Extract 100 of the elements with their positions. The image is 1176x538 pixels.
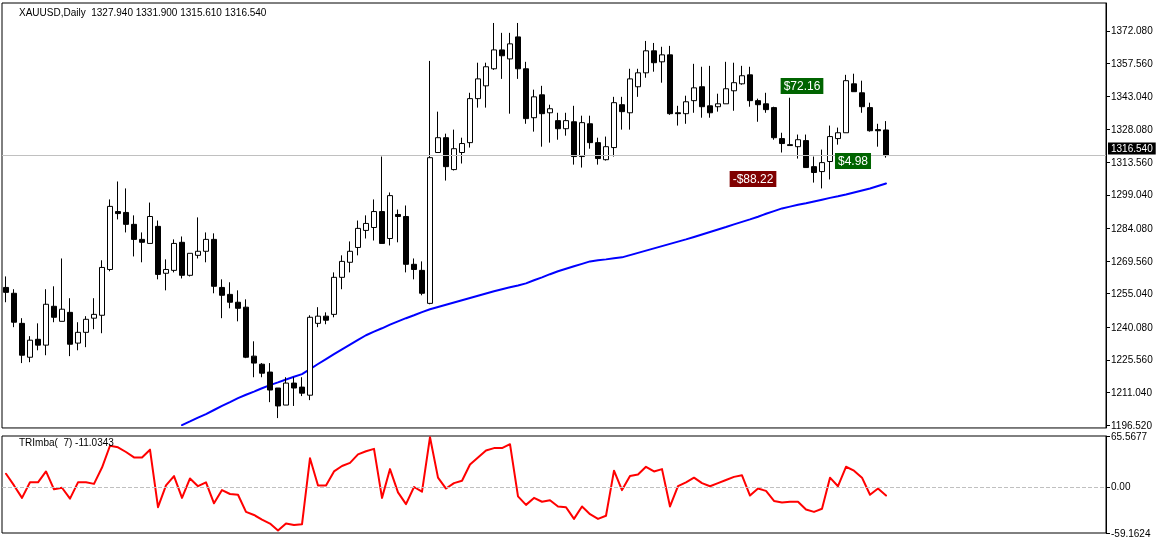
candlestick: [635, 68, 641, 98]
candlestick: [491, 22, 497, 71]
annotation: $4.98: [837, 154, 869, 168]
candlestick: [403, 204, 409, 273]
candlestick: [595, 137, 601, 166]
candlestick: [763, 92, 769, 114]
candlestick: [51, 285, 57, 323]
candlestick: [579, 115, 585, 169]
candlestick: [291, 376, 297, 407]
candlestick: [755, 98, 761, 123]
candlestick: [243, 298, 249, 359]
candlestick: [107, 198, 113, 272]
candlestick: [667, 45, 673, 116]
candlestick: [99, 259, 105, 334]
candlestick: [787, 97, 793, 147]
candlestick: [699, 66, 705, 119]
candlestick: [283, 376, 289, 406]
candlestick: [883, 120, 889, 159]
candlestick: [795, 134, 801, 160]
candlestick: [43, 288, 49, 356]
candlestick: [771, 106, 777, 141]
candlestick: [779, 132, 785, 154]
y-tick-label: 1225.560: [1111, 354, 1154, 366]
candlestick: [347, 240, 353, 273]
candlestick: [819, 149, 825, 189]
chart-title: TRImba( 7) -11.0343: [19, 436, 115, 448]
candlestick: [475, 62, 481, 109]
y-tick-label: 65.5677: [1111, 430, 1148, 442]
candlestick: [179, 235, 185, 279]
candlestick: [123, 187, 129, 233]
candlestick: [851, 73, 857, 93]
candlestick: [531, 89, 537, 133]
candlestick: [363, 214, 369, 239]
candlestick: [435, 111, 441, 154]
candlestick: [379, 156, 385, 244]
candlestick: [35, 322, 41, 351]
candlestick: [875, 123, 881, 148]
candlestick: [187, 252, 193, 277]
candlestick: [275, 387, 281, 419]
candlestick: [555, 112, 561, 141]
candlestick: [355, 220, 361, 256]
y-tick-label: 1328.080: [1111, 124, 1154, 136]
candlestick: [739, 65, 745, 86]
candlestick: [323, 311, 329, 325]
candlestick: [587, 115, 593, 150]
candlestick: [251, 340, 257, 378]
candlestick: [299, 376, 305, 397]
candlestick: [115, 180, 121, 220]
candlestick: [443, 133, 449, 182]
y-tick-label: 1211.040: [1111, 386, 1153, 398]
line-series: [5, 436, 887, 532]
y-tick-label: 1196.520: [1111, 419, 1153, 431]
candlestick: [59, 257, 65, 322]
candlestick: [451, 129, 457, 171]
y-tick-label: 1255.040: [1111, 288, 1154, 300]
candlestick: [499, 32, 505, 80]
candlestick: [659, 46, 665, 84]
candlestick: [867, 102, 873, 133]
candlestick: [675, 105, 681, 127]
candlestick: [139, 231, 145, 263]
candlestick: [835, 127, 841, 146]
candlestick: [803, 134, 809, 169]
candlestick: [91, 297, 97, 330]
candlestick: [859, 80, 865, 114]
candlestick: [331, 271, 337, 318]
candlestick: [563, 112, 569, 137]
candlestick: [539, 85, 545, 148]
candlestick: [339, 254, 345, 290]
candlestick: [219, 278, 225, 319]
chart-title: XAUUSD,Daily 1327.940 1331.900 1315.610 1316.540: [19, 6, 267, 18]
candlestick: [75, 321, 81, 351]
candlestick: [827, 125, 833, 180]
candlestick: [411, 257, 417, 280]
y-tick-label: 1313.560: [1111, 156, 1154, 168]
y-tick-label: 1269.560: [1111, 255, 1154, 267]
candlestick: [723, 61, 729, 105]
candlestick: [515, 22, 521, 80]
candlestick: [467, 92, 473, 149]
candlestick: [843, 74, 849, 134]
candlestick: [483, 62, 489, 109]
candlestick: [307, 314, 313, 401]
candlestick: [627, 68, 633, 131]
y-tick-label: -59.1624: [1111, 527, 1151, 538]
candlestick: [507, 32, 513, 115]
candlestick: [131, 214, 137, 257]
candlestick: [603, 136, 609, 162]
candlestick: [27, 335, 33, 363]
candlestick: [715, 93, 721, 113]
annotation: -$88.22: [732, 172, 774, 186]
candlestick: [11, 288, 17, 328]
y-tick-label: 0.00: [1111, 481, 1131, 493]
candlestick: [459, 137, 465, 165]
y-tick-label: 1372.080: [1111, 25, 1154, 37]
y-tick-label: 1343.040: [1111, 90, 1154, 102]
y-tick-label: 1357.560: [1111, 57, 1154, 69]
candlestick: [707, 65, 713, 119]
candlestick: [611, 96, 617, 158]
candlestick: [267, 362, 273, 403]
candlestick: [171, 238, 177, 273]
candlestick: [155, 220, 161, 280]
